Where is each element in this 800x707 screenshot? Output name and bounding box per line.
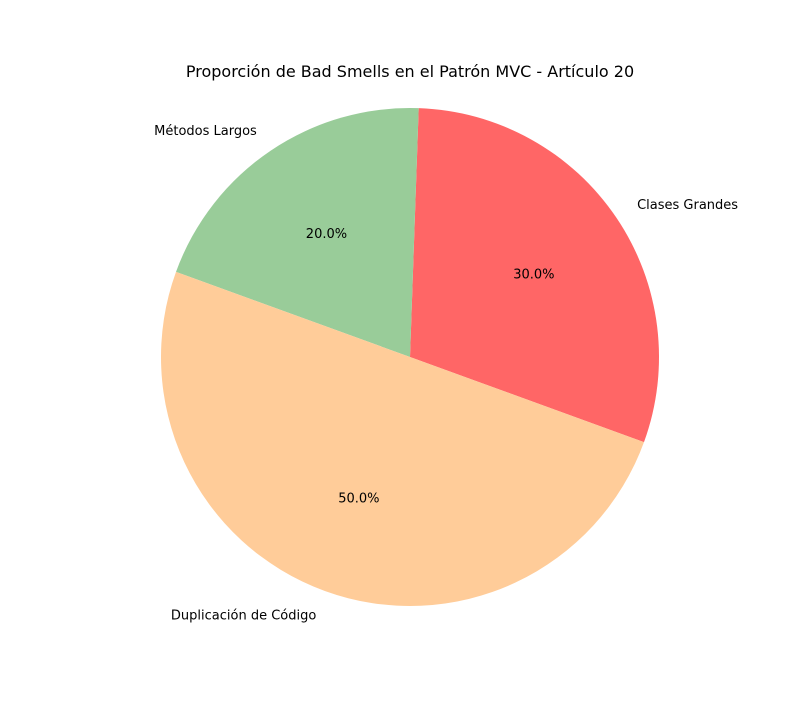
pie-percent-label: 50.0% xyxy=(338,491,379,506)
pie-slice-2 xyxy=(161,271,644,607)
pie-slice-1 xyxy=(176,108,419,358)
pie-slice-0 xyxy=(410,108,659,443)
chart-title: Proporción de Bad Smells en el Patrón MV… xyxy=(186,62,634,81)
pie-percent-label: 20.0% xyxy=(306,227,347,242)
pie-category-label: Métodos Largos xyxy=(154,124,257,139)
pie-labels: 30.0% Clases Grandes 20.0% Métodos Largos 50… xyxy=(154,124,738,623)
pie-category-label: Duplicación de Código xyxy=(171,608,316,623)
pie-slices xyxy=(161,108,659,607)
pie-category-label: Clases Grandes xyxy=(637,198,738,213)
pie-percent-label: 30.0% xyxy=(513,267,554,282)
